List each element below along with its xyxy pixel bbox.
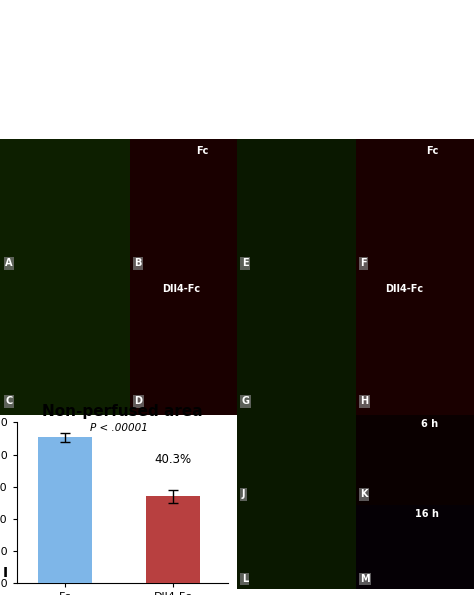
Text: C: C bbox=[5, 396, 12, 406]
Text: I: I bbox=[2, 566, 8, 580]
Text: 40.3%: 40.3% bbox=[155, 453, 192, 466]
Text: M: M bbox=[360, 574, 370, 584]
Text: Dll4-Fc: Dll4-Fc bbox=[385, 284, 423, 293]
Text: Fc: Fc bbox=[427, 146, 439, 155]
Text: Dll4-Fc: Dll4-Fc bbox=[162, 284, 201, 293]
Text: 16 h: 16 h bbox=[415, 509, 438, 519]
Text: H: H bbox=[360, 396, 368, 406]
Text: K: K bbox=[360, 489, 368, 499]
Text: G: G bbox=[242, 396, 250, 406]
Text: P < .00001: P < .00001 bbox=[91, 422, 148, 433]
Bar bbox=[38, 437, 92, 583]
Text: A: A bbox=[5, 258, 13, 268]
Text: 6 h: 6 h bbox=[421, 419, 438, 429]
Text: B: B bbox=[135, 258, 142, 268]
Text: E: E bbox=[242, 258, 248, 268]
Text: L: L bbox=[242, 574, 248, 584]
Text: J: J bbox=[242, 489, 245, 499]
Bar bbox=[146, 496, 201, 583]
Text: D: D bbox=[135, 396, 143, 406]
Text: Fc: Fc bbox=[196, 146, 209, 155]
Text: F: F bbox=[360, 258, 367, 268]
Title: Non-perfused area: Non-perfused area bbox=[42, 403, 202, 418]
